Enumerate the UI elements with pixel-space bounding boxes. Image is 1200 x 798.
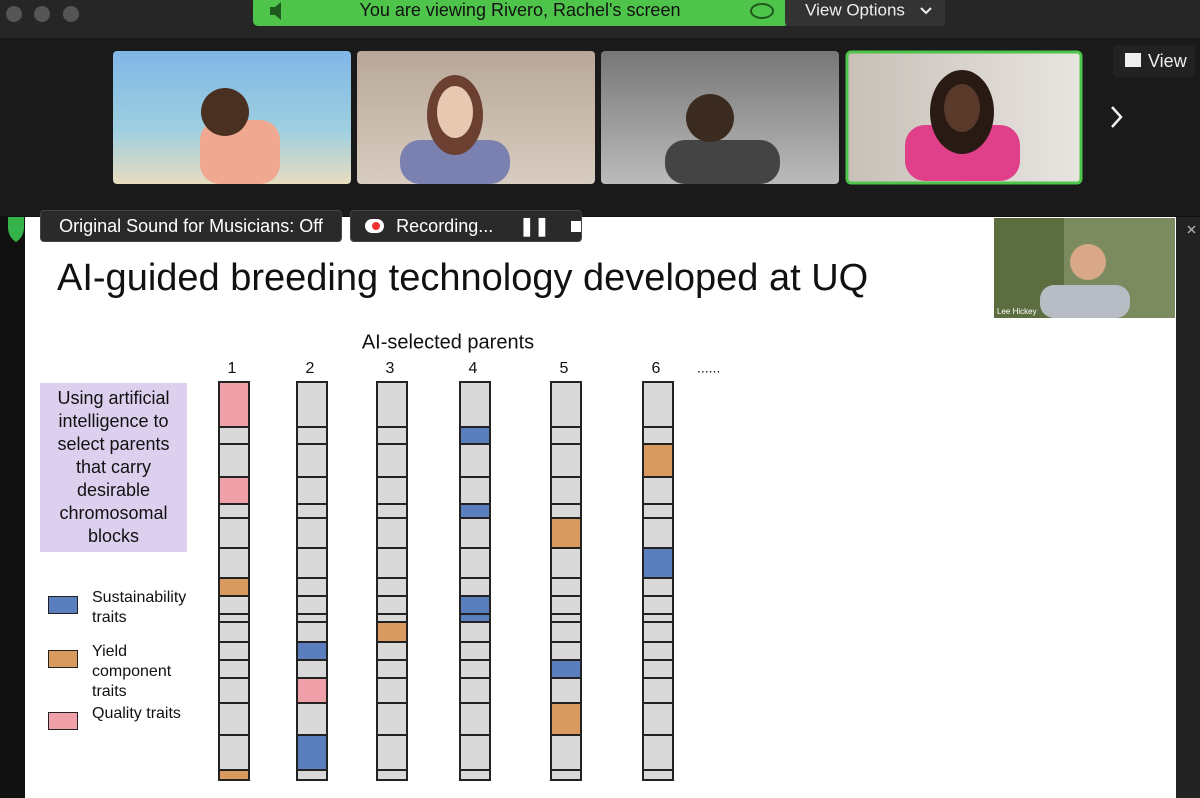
chromosome — [642, 381, 674, 781]
legend-label: Yield component traits — [92, 643, 172, 700]
chromosome-block — [218, 381, 250, 428]
ellipsis: ...... — [697, 360, 720, 376]
column-number: 4 — [469, 360, 478, 377]
window-dot[interactable] — [6, 6, 22, 22]
window-dot[interactable] — [63, 6, 79, 22]
chromosome-block — [459, 503, 491, 519]
chromosome-block — [459, 426, 491, 445]
share-banner — [253, 0, 789, 26]
sound-status[interactable]: Original Sound for Musicians: Off — [40, 210, 342, 242]
view-label[interactable]: View — [1148, 51, 1188, 71]
legend-label: Sustainability traits — [92, 589, 187, 626]
grid-icon — [1125, 53, 1141, 67]
chromosome-block — [296, 677, 328, 704]
chromosome-block — [550, 659, 582, 679]
column-number: 5 — [560, 360, 569, 377]
chromosome-block — [296, 734, 328, 771]
legend-swatch — [48, 596, 78, 614]
slide — [25, 217, 1176, 798]
chromosome-block — [376, 621, 408, 643]
recording-bar[interactable]: Recording... ❚❚ — [350, 210, 582, 242]
person — [201, 88, 249, 136]
chromosome-block — [642, 547, 674, 579]
security-shield — [8, 217, 24, 242]
person — [1040, 285, 1130, 318]
next-page-arrow[interactable] — [1111, 106, 1123, 128]
person — [400, 140, 510, 184]
stop-icon[interactable] — [571, 220, 581, 232]
cloud-icon — [750, 3, 774, 19]
chromosomes — [218, 381, 674, 781]
column-number: 3 — [386, 360, 395, 377]
chromosome-block — [550, 517, 582, 549]
view-options-label[interactable]: View Options — [805, 0, 905, 19]
person — [200, 120, 280, 184]
person — [686, 94, 734, 142]
person — [944, 84, 980, 132]
column-number: 2 — [306, 360, 315, 377]
column-number: 6 — [652, 360, 661, 377]
legend-swatch — [48, 650, 78, 668]
chromosome — [459, 381, 491, 781]
chromosome-block — [218, 476, 250, 505]
chromosome — [296, 381, 328, 781]
chromosome-block — [642, 443, 674, 478]
callout-text: Using artificial intelligence to select … — [57, 388, 170, 546]
pause-icon[interactable]: ❚❚ — [519, 215, 550, 236]
legend-swatch — [48, 712, 78, 730]
speaker-icon — [270, 2, 281, 20]
column-number: 1 — [228, 360, 237, 377]
columns-title: AI-selected parents — [362, 331, 534, 353]
close-icon[interactable] — [1187, 225, 1196, 234]
side-margin — [1176, 217, 1200, 798]
chromosome-block — [218, 577, 250, 597]
callout-box — [40, 383, 187, 552]
person — [665, 140, 780, 184]
share-banner-text: You are viewing Rivero, Rachel's screen — [360, 0, 681, 20]
chromosome-block — [459, 595, 491, 623]
recording-icon — [365, 219, 385, 233]
person — [1070, 244, 1106, 280]
slide-title: AI-guided breeding technology developed … — [57, 257, 868, 299]
chevron — [920, 7, 932, 15]
view-options-button[interactable] — [785, 0, 945, 26]
chromosome-block — [550, 702, 582, 736]
person — [437, 86, 473, 138]
chromosome-block — [296, 641, 328, 661]
window-dot[interactable] — [34, 6, 50, 22]
speaker-name: Lee Hickey — [997, 307, 1037, 316]
recording-label: Recording... — [396, 215, 494, 236]
chromosome-block — [218, 769, 250, 781]
chromosome — [376, 381, 408, 781]
legend-label: Quality traits — [92, 705, 181, 722]
